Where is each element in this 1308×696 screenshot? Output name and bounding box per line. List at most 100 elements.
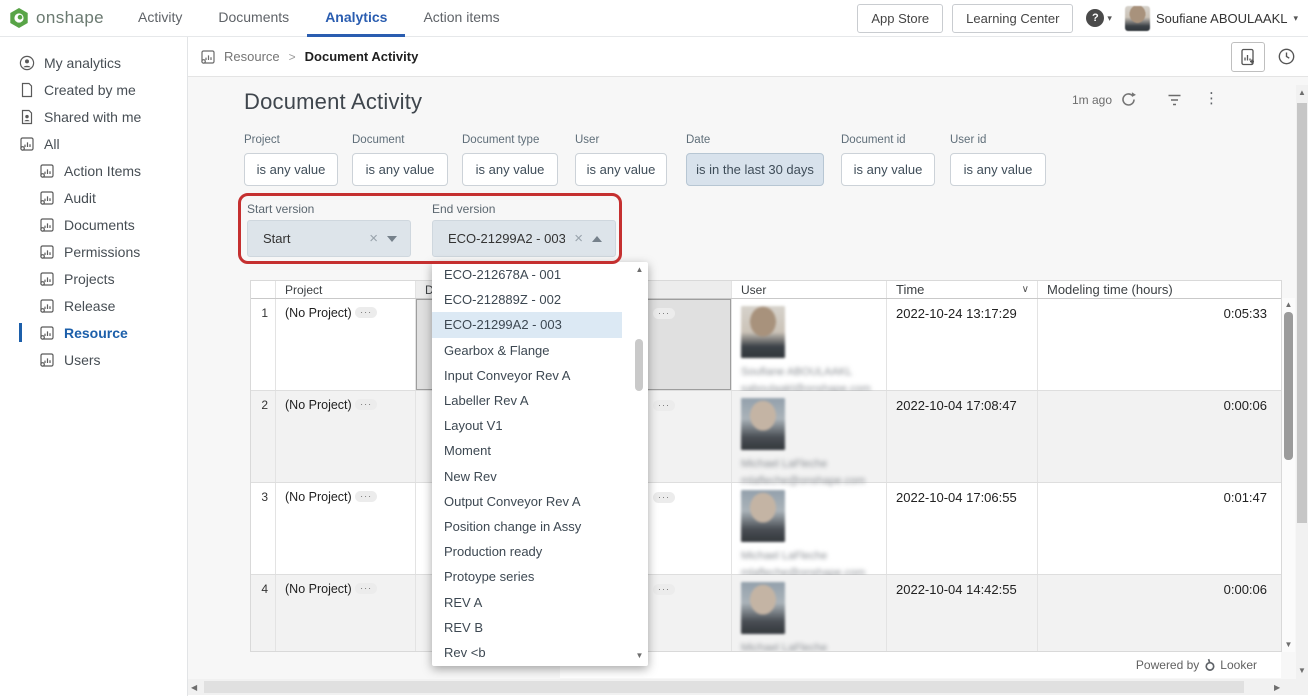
modeling-time-cell[interactable]: 0:00:06 [1223,398,1267,413]
sidebar-item-created-by-me[interactable]: Created by me [0,76,187,103]
dropdown-option[interactable]: ECO-212678A - 001 [444,267,562,283]
time-cell[interactable]: 2022-10-04 17:06:55 [887,483,1038,574]
dropdown-scrollbar[interactable]: ▲ ▼ [633,265,646,663]
time-cell[interactable]: 2022-10-04 14:42:55 [887,575,1038,651]
scrollbar-thumb[interactable] [635,339,643,391]
scroll-up-icon[interactable]: ▲ [635,265,644,274]
dropdown-option[interactable]: Protoype series [444,569,535,585]
page-horizontal-scrollbar[interactable]: ◀ ▶ [188,679,1308,695]
dropdown-option[interactable]: Layout V1 [444,418,503,434]
breadcrumb-parent[interactable]: Resource [224,49,280,64]
sidebar-item-shared-with-me[interactable]: Shared with me [0,103,187,130]
modeling-time-cell[interactable]: 0:05:33 [1223,306,1267,321]
dropdown-option[interactable]: New Rev [444,468,497,484]
project-cell[interactable]: (No Project) ··· [276,483,416,574]
kebab-menu-button[interactable]: ⋮ [1204,90,1219,107]
sidebar-item-users[interactable]: Users [0,346,187,373]
sidebar-item-documents[interactable]: Documents [0,211,187,238]
column-header-project[interactable]: Project [276,281,416,298]
cell-menu-icon[interactable]: ··· [653,492,675,503]
user-cell[interactable]: Soufiane ABOULAAKL saboulaakl@onshape.co… [732,299,887,408]
page-vertical-scrollbar[interactable]: ▲ ▼ [1296,85,1308,679]
filter-document-id[interactable]: is any value [841,153,935,186]
app-store-button[interactable]: App Store [857,3,944,33]
tab-action-items[interactable]: Action items [423,8,500,25]
end-version-select[interactable]: ECO-21299A2 - 003 × [432,220,616,257]
filter-document[interactable]: is any value [352,153,448,186]
column-header-modeling-time[interactable]: Modeling time (hours) [1047,282,1173,297]
sidebar-item-all[interactable]: All [0,130,187,157]
user-menu[interactable]: Soufiane ABOULAAKL ▾ [1124,5,1298,31]
filter-document-type[interactable]: is any value [462,153,558,186]
onshape-logo[interactable]: onshape [0,7,120,29]
sidebar-item-audit[interactable]: Audit [0,184,187,211]
cell-menu-icon[interactable]: ··· [653,584,675,595]
scroll-down-icon[interactable]: ▼ [635,651,644,660]
scrollbar-thumb[interactable] [1284,312,1293,460]
scrollbar-thumb[interactable] [204,681,1244,693]
document-cell[interactable]: ··· [416,483,732,574]
dashboard-filters-button[interactable] [1166,93,1183,107]
cell-menu-icon[interactable]: ··· [355,491,378,502]
clear-icon[interactable]: × [574,230,583,247]
scroll-right-icon[interactable]: ▶ [1274,683,1281,692]
help-menu[interactable]: ? ▾ [1086,9,1112,27]
user-cell[interactable]: Michael LaFleche mlafleche@onshape.com ·… [732,391,887,500]
learning-center-button[interactable]: Learning Center [952,3,1074,33]
refresh-button[interactable] [1120,91,1137,108]
dropdown-option[interactable]: REV B [444,619,484,635]
cell-menu-icon[interactable]: ··· [653,400,675,411]
sidebar-item-projects[interactable]: Projects [0,265,187,292]
column-header-user[interactable]: User [732,281,887,298]
table-vertical-scrollbar[interactable]: ▲ ▼ [1282,298,1295,652]
scroll-down-icon[interactable]: ▼ [1298,666,1306,675]
dropdown-option[interactable]: Moment [444,443,491,459]
sidebar-item-action-items[interactable]: Action Items [0,157,187,184]
scroll-up-icon[interactable]: ▲ [1298,88,1306,97]
cell-menu-icon[interactable]: ··· [355,307,378,318]
scrollbar-thumb[interactable] [1297,103,1307,523]
tab-activity[interactable]: Activity [138,8,183,25]
dropdown-option[interactable]: Rev <b [444,644,486,660]
scroll-left-icon[interactable]: ◀ [191,683,198,692]
scroll-down-icon[interactable]: ▼ [1284,640,1293,649]
time-cell[interactable]: 2022-10-04 17:08:47 [887,391,1038,482]
modeling-time-cell[interactable]: 0:01:47 [1223,490,1267,505]
chevron-up-icon[interactable] [592,235,602,242]
user-cell[interactable]: Michael LaFleche mlafleche@onshape.com [732,575,887,651]
filter-project[interactable]: is any value [244,153,338,186]
tab-analytics[interactable]: Analytics [307,0,406,37]
project-cell[interactable]: (No Project) ··· [276,391,416,482]
modeling-time-cell[interactable]: 0:00:06 [1223,582,1267,597]
dropdown-option[interactable]: Output Conveyor Rev A [444,493,581,509]
document-cell[interactable]: ··· [416,575,732,651]
sidebar-item-resource[interactable]: Resource [0,319,187,346]
scroll-up-icon[interactable]: ▲ [1284,300,1293,309]
sidebar-item-release[interactable]: Release [0,292,187,319]
dropdown-option[interactable]: Production ready [444,544,543,560]
start-version-select[interactable]: Start × [247,220,411,257]
dropdown-option[interactable]: Gearbox & Flange [444,342,550,358]
filter-date[interactable]: is in the last 30 days [686,153,824,186]
project-cell[interactable]: (No Project) ··· [276,575,416,651]
cell-menu-icon[interactable]: ··· [355,583,378,594]
cell-menu-icon[interactable]: ··· [653,308,675,319]
looker-brand-label[interactable]: Looker [1220,658,1257,672]
dropdown-option[interactable]: Input Conveyor Rev A [444,367,571,383]
tab-documents[interactable]: Documents [218,8,290,25]
chevron-down-icon[interactable] [387,235,397,242]
dropdown-option[interactable]: ECO-212889Z - 002 [444,292,562,308]
user-cell[interactable]: Michael LaFleche mlafleche@onshape.com ·… [732,483,887,592]
dropdown-option[interactable]: Position change in Assy [444,518,582,534]
dropdown-option[interactable]: REV A [444,594,483,610]
document-cell[interactable]: ··· [416,391,732,482]
sidebar-item-permissions[interactable]: Permissions [0,238,187,265]
filter-user[interactable]: is any value [575,153,667,186]
time-cell[interactable]: 2022-10-24 13:17:29 [887,299,1038,390]
filter-user-id[interactable]: is any value [950,153,1046,186]
sidebar-item-my-analytics[interactable]: My analytics [0,49,187,76]
dropdown-option[interactable]: Labeller Rev A [444,393,529,409]
column-header-time[interactable]: Time ∨ [887,281,1038,298]
project-cell[interactable]: (No Project) ··· [276,299,416,390]
dropdown-option-selected[interactable]: ECO-21299A2 - 003 [432,312,622,338]
